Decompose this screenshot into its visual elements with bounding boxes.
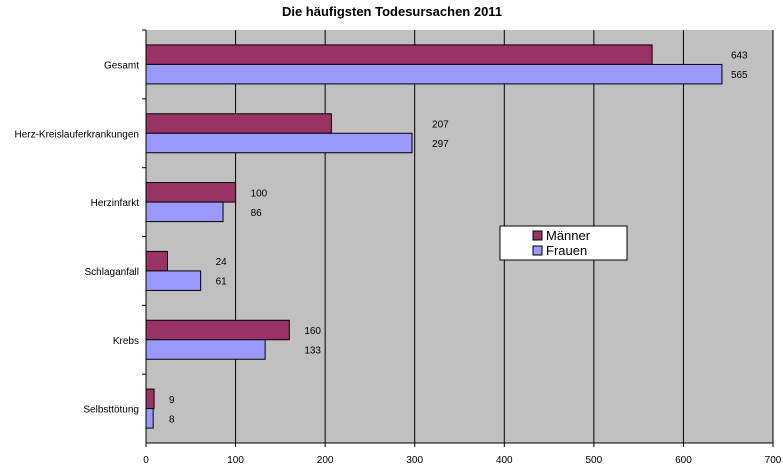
- bar-männer: [145, 182, 237, 203]
- bar-frauen: [145, 201, 224, 223]
- bar-männer: [145, 44, 653, 65]
- bar-männer: [145, 113, 332, 134]
- bar-männer: [145, 319, 290, 341]
- data-label: 8: [169, 414, 175, 425]
- category-label: Krebs: [113, 336, 139, 347]
- x-tick-label: 500: [586, 455, 603, 466]
- bar-frauen: [145, 270, 202, 291]
- x-tick-label: 100: [227, 455, 244, 466]
- legend-label: Männer: [546, 228, 591, 243]
- bar-frauen: [145, 63, 723, 85]
- data-label: 643: [731, 51, 748, 62]
- x-tick-label: 400: [496, 455, 513, 466]
- data-label: 207: [432, 120, 449, 131]
- data-label: 9: [169, 395, 175, 406]
- legend-box: [499, 225, 628, 261]
- data-label: 86: [251, 208, 263, 219]
- x-tick-label: 300: [406, 455, 423, 466]
- legend-swatch: [532, 245, 543, 256]
- category-label: Schlaganfall: [85, 267, 139, 278]
- bar-männer: [145, 250, 168, 272]
- data-label: 297: [432, 139, 449, 150]
- legend-swatch: [532, 230, 543, 241]
- legend-label: Frauen: [546, 243, 587, 258]
- x-tick-label: 600: [675, 455, 692, 466]
- data-label: 133: [304, 346, 321, 357]
- category-label: Gesamt: [104, 60, 139, 71]
- data-label: 565: [731, 70, 748, 81]
- data-label: 61: [216, 277, 228, 288]
- x-tick-label: 700: [765, 455, 782, 466]
- category-label: Herzinfarkt: [91, 198, 140, 209]
- bar-frauen: [145, 339, 266, 360]
- x-tick-label: 0: [143, 455, 149, 466]
- bar-frauen: [145, 408, 154, 429]
- data-label: 160: [304, 326, 321, 337]
- data-label: 24: [216, 257, 228, 268]
- bar-männer: [145, 388, 155, 410]
- plot-area: [146, 30, 773, 443]
- category-label: Herz-Kreislauferkrankungen: [14, 129, 139, 140]
- category-label: Selbsttötung: [83, 405, 139, 416]
- x-tick-label: 200: [317, 455, 334, 466]
- chart-title: Die häufigsten Todesursachen 2011: [282, 4, 502, 19]
- bar-frauen: [145, 132, 413, 154]
- data-label: 100: [251, 188, 268, 199]
